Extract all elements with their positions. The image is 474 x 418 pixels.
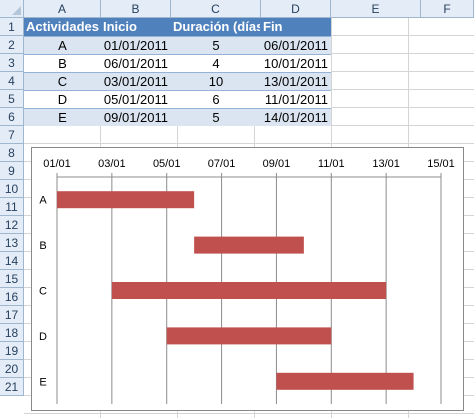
cell-fin[interactable]: 06/01/2011 <box>261 36 331 54</box>
cell-fin[interactable]: 14/01/2011 <box>261 108 331 126</box>
row-header-21[interactable]: 21 <box>0 378 24 396</box>
gantt-chart[interactable]: 01/01 03/01 05/01 07/01 09/01 11/01 13/01 15/01… <box>31 147 464 411</box>
category-label: A <box>39 195 47 207</box>
x-tick-label: 03/01 <box>98 158 126 170</box>
cell-duracion[interactable]: 4 <box>171 54 261 72</box>
cell-duracion[interactable]: 10 <box>171 72 261 90</box>
cell-actividad[interactable]: B <box>24 54 101 72</box>
row-header-2[interactable]: 2 <box>0 36 24 54</box>
category-label: B <box>39 240 46 252</box>
x-tick-label: 09/01 <box>263 158 291 170</box>
cell-fin[interactable]: 10/01/2011 <box>261 54 331 72</box>
row-header-19[interactable]: 19 <box>0 342 24 360</box>
cell-duracion[interactable]: 5 <box>171 108 261 126</box>
row-header-1[interactable]: 1 <box>0 18 24 36</box>
x-tick-label: 05/01 <box>153 158 181 170</box>
x-tick-label: 01/01 <box>43 158 71 170</box>
column-header-d[interactable]: D <box>261 0 331 18</box>
column-header-e[interactable]: E <box>331 0 421 18</box>
category-label: C <box>39 286 47 298</box>
row-header-3[interactable]: 3 <box>0 54 24 72</box>
row-header-4[interactable]: 4 <box>0 72 24 90</box>
row-header-8[interactable]: 8 <box>0 144 24 162</box>
row-header-7[interactable]: 7 <box>0 126 24 144</box>
cell-inicio[interactable]: 01/01/2011 <box>101 36 171 54</box>
cell-inicio[interactable]: 03/01/2011 <box>101 72 171 90</box>
x-tick-label: 15/01 <box>427 158 455 170</box>
category-label: D <box>39 331 47 343</box>
row-header-15[interactable]: 15 <box>0 270 24 288</box>
cell-inicio[interactable]: 09/01/2011 <box>101 108 171 126</box>
cell-fin[interactable]: 11/01/2011 <box>261 90 331 108</box>
row-header-20[interactable]: 20 <box>0 360 24 378</box>
row-header-14[interactable]: 14 <box>0 252 24 270</box>
cell-actividad[interactable]: D <box>24 90 101 108</box>
gantt-bar <box>166 327 332 345</box>
cell-duracion[interactable]: 5 <box>171 36 261 54</box>
gantt-bar <box>57 191 195 209</box>
x-tick-label: 13/01 <box>372 158 400 170</box>
gantt-chart-svg: 01/01 03/01 05/01 07/01 09/01 11/01 13/01 15/01… <box>39 158 455 404</box>
gantt-bar <box>111 282 387 299</box>
row-header-18[interactable]: 18 <box>0 324 24 342</box>
select-all-corner[interactable] <box>0 0 24 18</box>
column-header-b[interactable]: B <box>101 0 171 18</box>
category-label: E <box>39 376 46 388</box>
cell-fin[interactable]: 13/01/2011 <box>261 72 331 90</box>
row-header-12[interactable]: 12 <box>0 216 24 234</box>
header-fin[interactable]: Fin <box>261 18 331 36</box>
column-header-f[interactable]: F <box>421 0 474 18</box>
column-header-c[interactable]: C <box>171 0 261 18</box>
x-tick-label: 07/01 <box>208 158 236 170</box>
header-actividades[interactable]: Actividades <box>24 18 101 36</box>
row-header-13[interactable]: 13 <box>0 234 24 252</box>
row-header-11[interactable]: 11 <box>0 198 24 216</box>
cell-duracion[interactable]: 6 <box>171 90 261 108</box>
gantt-bar <box>194 236 304 254</box>
row-header-10[interactable]: 10 <box>0 180 24 198</box>
cell-inicio[interactable]: 06/01/2011 <box>101 54 171 72</box>
row-header-17[interactable]: 17 <box>0 306 24 324</box>
header-duracion[interactable]: Duración (días) <box>171 18 261 36</box>
row-header-5[interactable]: 5 <box>0 90 24 108</box>
row-header-9[interactable]: 9 <box>0 162 24 180</box>
row-header-6[interactable]: 6 <box>0 108 24 126</box>
cell-actividad[interactable]: C <box>24 72 101 90</box>
cell-inicio[interactable]: 05/01/2011 <box>101 90 171 108</box>
row-header-16[interactable]: 16 <box>0 288 24 306</box>
gantt-bar <box>276 372 414 390</box>
cell-actividad[interactable]: A <box>24 36 101 54</box>
cell-actividad[interactable]: E <box>24 108 101 126</box>
header-inicio[interactable]: Inicio <box>101 18 171 36</box>
x-tick-label: 11/01 <box>318 158 345 170</box>
column-header-a[interactable]: A <box>24 0 101 18</box>
